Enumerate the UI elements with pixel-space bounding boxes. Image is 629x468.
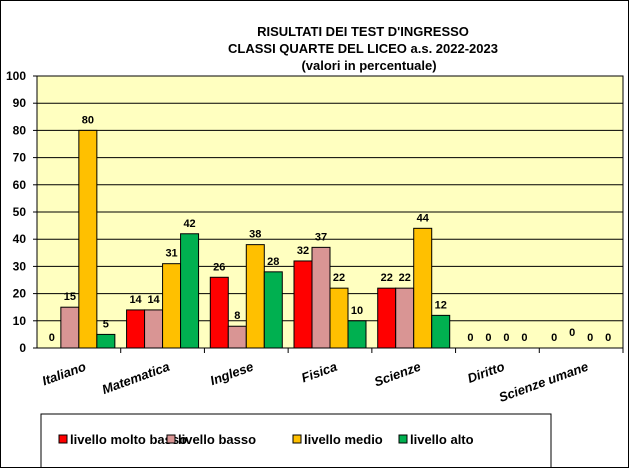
y-tick-label: 20 xyxy=(13,287,27,301)
bar xyxy=(227,325,247,349)
data-label: 22 xyxy=(381,272,393,284)
data-label: 8 xyxy=(234,310,240,322)
bar xyxy=(209,276,229,349)
bar xyxy=(329,287,349,349)
data-label: 0 xyxy=(587,332,593,344)
x-tick-label: Diritto xyxy=(465,359,506,386)
y-tick-label: 60 xyxy=(13,178,27,192)
data-label: 44 xyxy=(417,212,430,224)
legend-swatch xyxy=(398,434,408,444)
bar xyxy=(180,233,200,349)
bar xyxy=(126,309,146,349)
legend-label: livello molto basso xyxy=(70,432,187,447)
y-tick-label: 90 xyxy=(13,96,27,110)
chart-title-line: (valori in percentuale) xyxy=(301,58,436,73)
data-label: 37 xyxy=(315,231,327,243)
data-label: 31 xyxy=(165,248,177,260)
y-tick-label: 80 xyxy=(13,123,27,137)
bar xyxy=(431,314,451,349)
data-label: 0 xyxy=(551,332,557,344)
data-label: 5 xyxy=(103,318,109,330)
data-label: 80 xyxy=(82,114,94,126)
data-label: 0 xyxy=(49,332,55,344)
data-label: 0 xyxy=(569,327,575,339)
bar xyxy=(60,306,80,349)
data-label: 32 xyxy=(297,245,309,257)
x-tick-label: Matematica xyxy=(100,359,172,397)
bar xyxy=(245,244,265,349)
x-tick-label: Fisica xyxy=(299,359,339,386)
bar xyxy=(162,263,182,349)
legend-label: livello medio xyxy=(304,432,383,447)
data-label: 42 xyxy=(183,218,195,230)
x-tick-label: Scienze umane xyxy=(497,359,590,405)
data-label: 0 xyxy=(521,332,527,344)
chart-title-line: RISULTATI DEI TEST D'INGRESSO xyxy=(257,24,469,39)
data-label: 10 xyxy=(351,305,363,317)
x-tick-label: Scienze xyxy=(372,359,423,390)
y-tick-label: 70 xyxy=(13,151,27,165)
bar xyxy=(413,227,433,349)
legend-swatch xyxy=(292,434,302,444)
bar xyxy=(377,287,397,349)
bar xyxy=(96,333,116,349)
data-label: 15 xyxy=(64,291,76,303)
y-tick-label: 50 xyxy=(13,205,27,219)
y-tick-label: 10 xyxy=(13,314,27,328)
data-label: 22 xyxy=(399,272,411,284)
bar xyxy=(347,320,367,349)
data-label: 12 xyxy=(435,299,447,311)
data-label: 0 xyxy=(485,332,491,344)
data-label: 0 xyxy=(503,332,509,344)
data-label: 28 xyxy=(267,256,279,268)
x-tick-label: Italiano xyxy=(40,359,88,389)
bar xyxy=(78,129,98,349)
legend-label: livello alto xyxy=(410,432,474,447)
y-tick-label: 30 xyxy=(13,259,27,273)
chart-title-line: CLASSI QUARTE DEL LICEO a.s. 2022-2023 xyxy=(228,41,498,56)
y-tick-label: 40 xyxy=(13,232,27,246)
bar xyxy=(293,260,313,349)
bar xyxy=(144,309,164,349)
bar xyxy=(395,287,415,349)
data-label: 0 xyxy=(605,332,611,344)
legend-swatch xyxy=(58,434,68,444)
data-label: 14 xyxy=(129,294,142,306)
legend-swatch xyxy=(166,434,176,444)
bar xyxy=(263,271,283,349)
y-tick-label: 100 xyxy=(6,69,26,83)
legend-label: livello basso xyxy=(178,432,256,447)
y-tick-label: 0 xyxy=(19,341,26,355)
bar xyxy=(311,246,331,349)
data-label: 38 xyxy=(249,229,261,241)
data-label: 0 xyxy=(467,332,473,344)
data-label: 26 xyxy=(213,261,225,273)
x-tick-label: Inglese xyxy=(208,359,255,388)
data-label: 22 xyxy=(333,272,345,284)
data-label: 14 xyxy=(147,294,160,306)
